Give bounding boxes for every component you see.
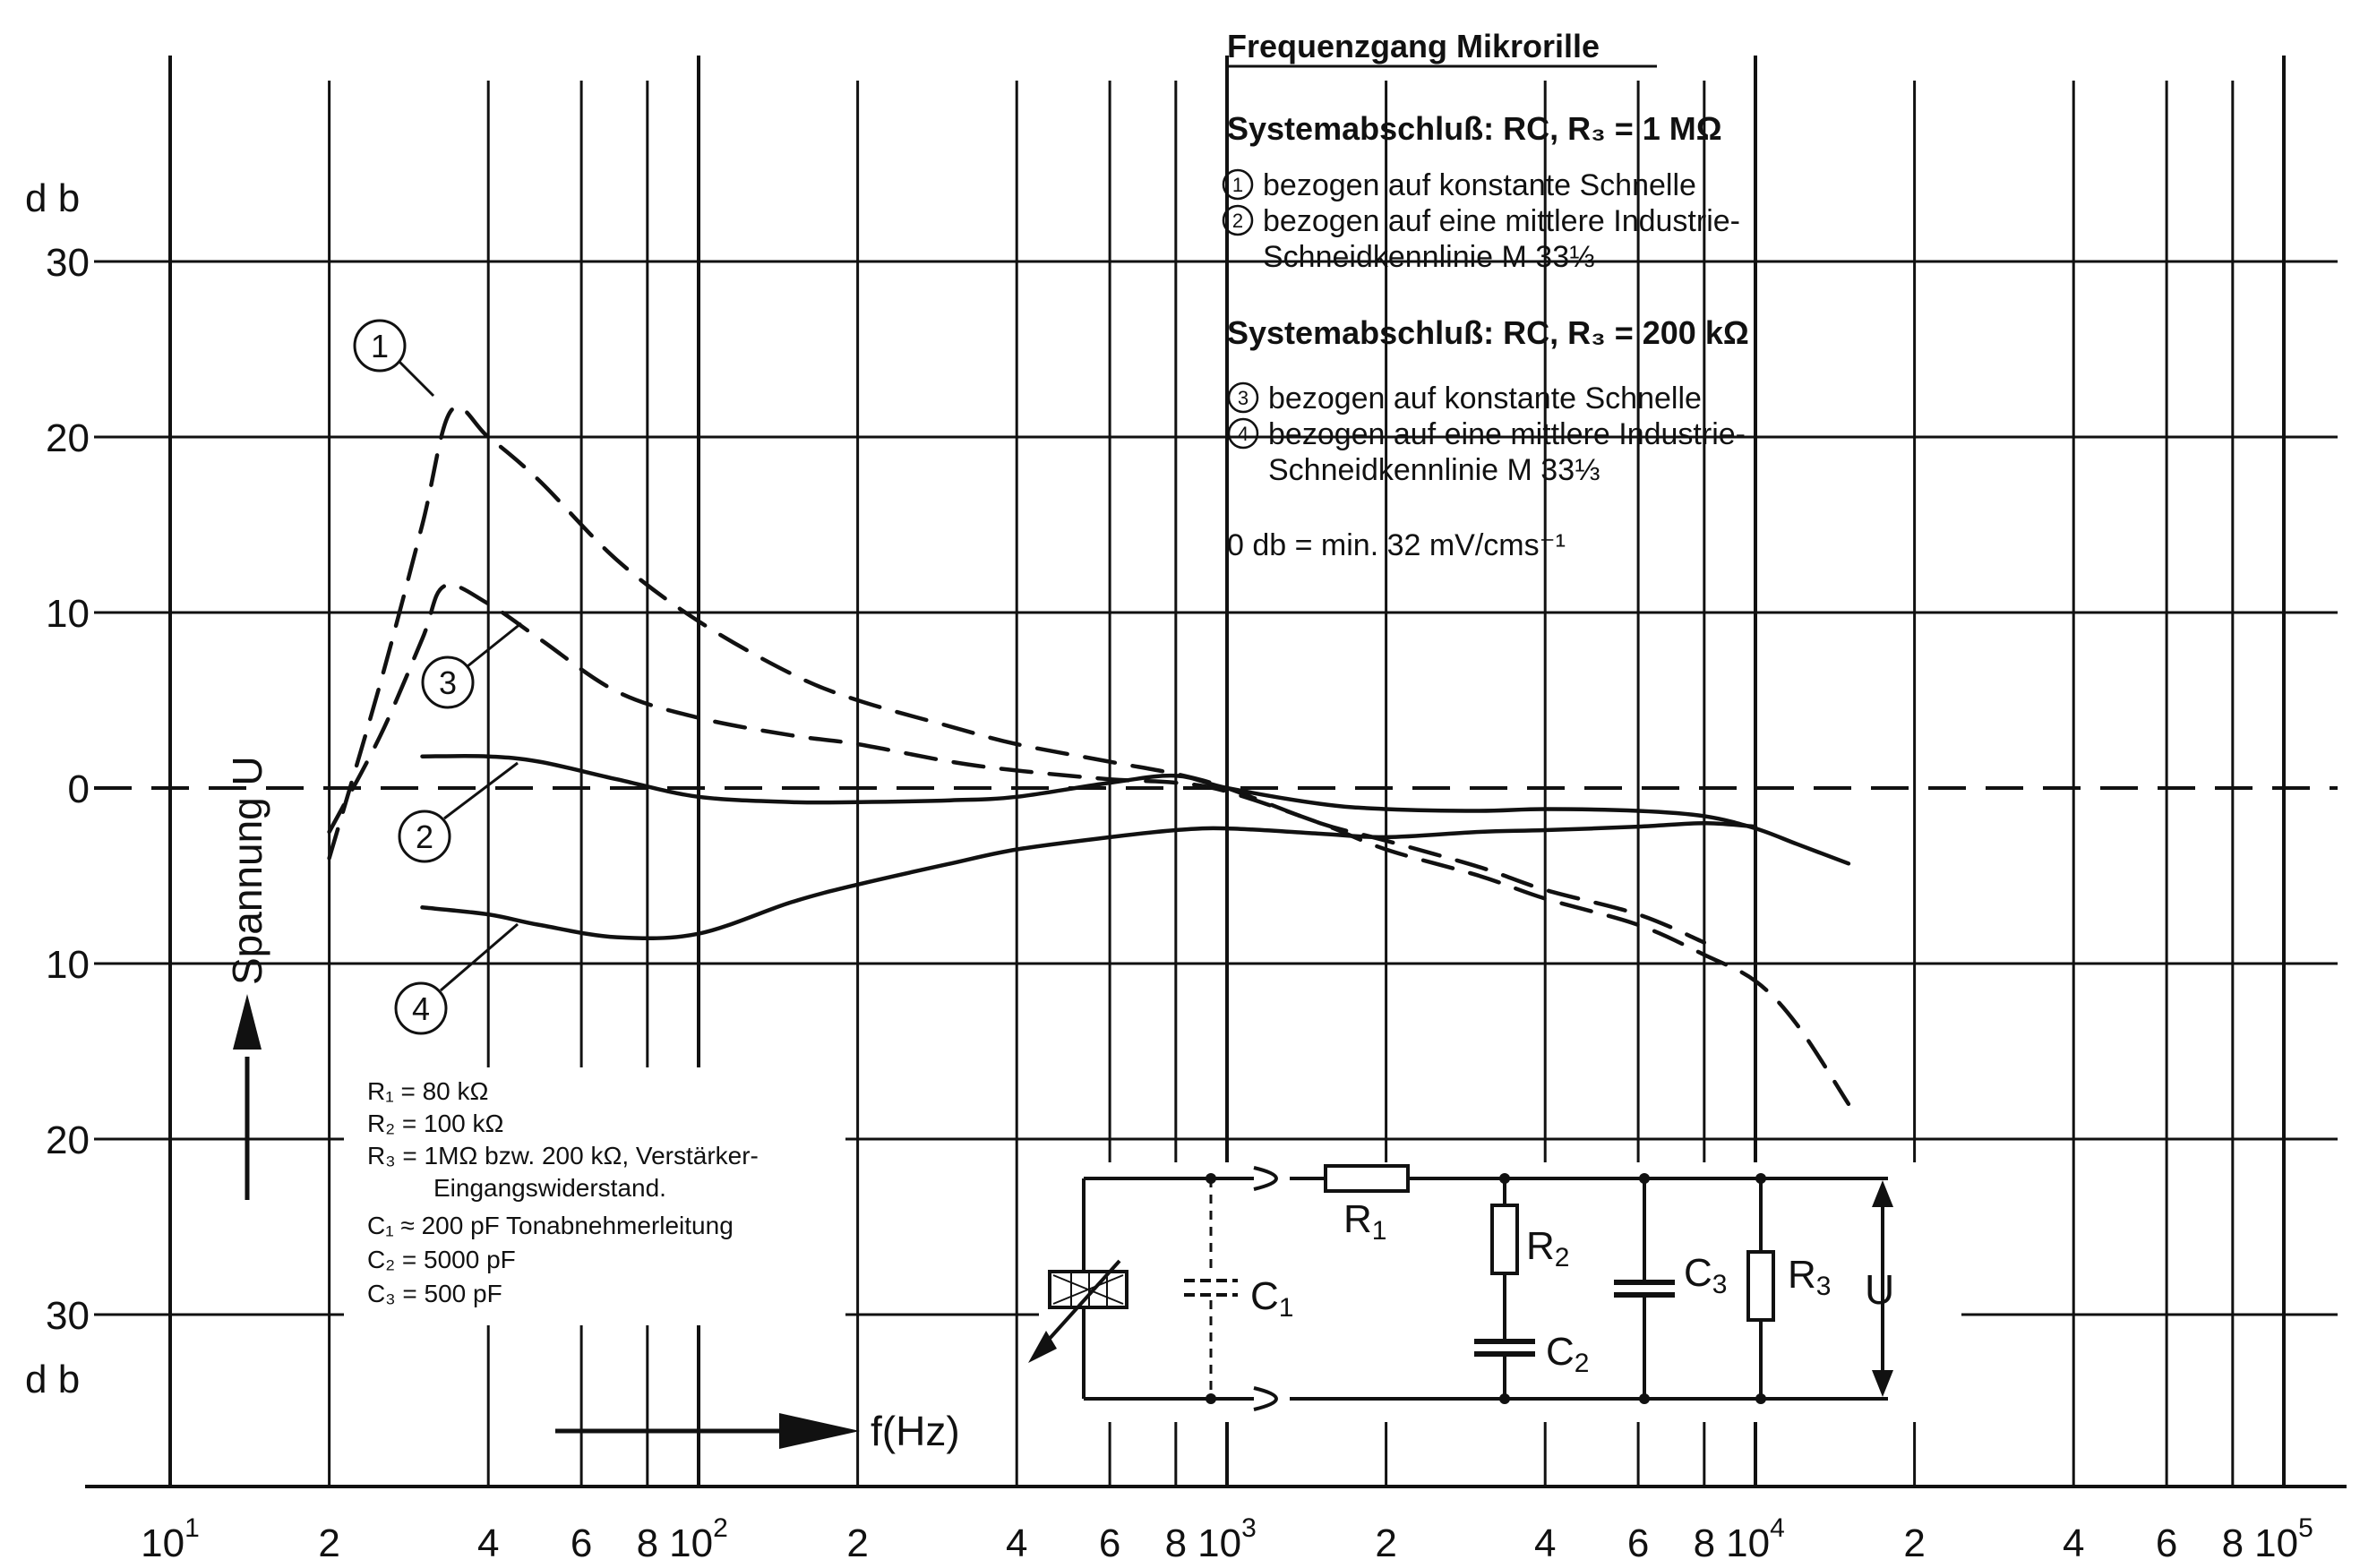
curve-callout-3: 3 (421, 621, 522, 709)
x-tick-label: 4 (477, 1521, 499, 1565)
component-c3: C₃ = 500 pF (367, 1280, 502, 1307)
y-tick-label: 30 (46, 1294, 90, 1338)
y-tick-label: 10 (46, 943, 90, 987)
legend-marker-4: 4 (1238, 423, 1249, 445)
y-tick-label: 30 (46, 241, 90, 285)
circuit-schematic: C1 R1 R2 C2 C3 R3 U (1028, 1162, 1961, 1422)
x-tick-label: 6 (1627, 1521, 1649, 1565)
legend-item-1: bezogen auf konstante Schnelle (1263, 168, 1696, 202)
chart-title: Frequenzgang Mikrorille (1227, 28, 1600, 64)
curve-callout-1: 1 (353, 319, 435, 398)
svg-text:1: 1 (371, 328, 389, 364)
x-tick-labels: 101 2 4 6 8 102 2 4 6 8 103 2 4 6 8 104 2 4 6 8 105 (141, 1513, 2313, 1565)
legend-item-3: bezogen auf konstante Schnelle (1268, 381, 1702, 416)
legend-marker-1: 1 (1232, 174, 1243, 196)
component-r1: R₁ = 80 kΩ (367, 1077, 488, 1105)
x-tick-label: 8 (1165, 1521, 1187, 1565)
legend-item-4-line1: bezogen auf eine mittlere Industrie- (1268, 417, 1746, 451)
resistor-r2 (1490, 1204, 1519, 1275)
component-c2: C₂ = 5000 pF (367, 1246, 516, 1273)
resistor-r3 (1746, 1250, 1775, 1322)
legend: Frequenzgang Mikrorille Systemabschluß: … (1222, 28, 1749, 562)
svg-text:4: 4 (412, 990, 430, 1027)
y-tick-label: 0 (68, 767, 90, 811)
x-tick-label: 104 (1726, 1513, 1785, 1565)
y-tick-label: 20 (46, 1118, 90, 1162)
curves (327, 405, 1851, 1107)
x-tick-label: 8 (2222, 1521, 2244, 1565)
x-tick-label: 6 (1099, 1521, 1120, 1565)
reference-level-note: 0 db = min. 32 mV/cms⁻¹ (1227, 528, 1566, 562)
y-tick-label: 10 (46, 592, 90, 636)
component-r3: R₃ = 1MΩ bzw. 200 kΩ, Verstärker- (367, 1142, 759, 1170)
series-line-2 (420, 754, 1851, 866)
legend-marker-2: 2 (1232, 210, 1243, 232)
x-tick-label: 6 (571, 1521, 592, 1565)
x-tick-label: 102 (669, 1513, 728, 1565)
x-tick-label: 4 (1534, 1521, 1556, 1565)
x-axis-label: f(Hz) (871, 1408, 960, 1454)
x-tick-label: 4 (2063, 1521, 2084, 1565)
legend-heading-1: Systemabschluß: RC, R₃ = 1 MΩ (1227, 110, 1722, 147)
x-tick-label: 4 (1006, 1521, 1027, 1565)
curve-callout-2: 2 (398, 761, 519, 863)
x-tick-label: 101 (141, 1513, 200, 1565)
legend-item-2-line2: Schneidkennlinie M 33⅓ (1263, 240, 1594, 274)
label-r1: R1 (1343, 1197, 1386, 1246)
label-c1: C1 (1250, 1274, 1293, 1323)
svg-text:2: 2 (416, 818, 433, 855)
series-line-4 (420, 820, 1758, 941)
series-line-3 (327, 582, 1851, 1107)
series-line-1 (327, 405, 1707, 945)
label-c2: C2 (1546, 1330, 1589, 1378)
component-r3-note: Eingangswiderstand. (433, 1174, 666, 1202)
curve-callout-4: 4 (394, 922, 519, 1035)
legend-marker-3: 3 (1238, 387, 1249, 409)
y-axis-arrow (233, 994, 262, 1200)
y-unit-bottom: d b (25, 1358, 80, 1401)
x-tick-label: 8 (637, 1521, 658, 1565)
label-u: U (1865, 1266, 1894, 1313)
x-axis-arrow (555, 1413, 860, 1449)
x-tick-label: 105 (2254, 1513, 2313, 1565)
x-tick-label: 6 (2156, 1521, 2177, 1565)
component-c1: C₁ ≈ 200 pF Tonabnehmerleitung (367, 1212, 734, 1239)
x-tick-label: 103 (1197, 1513, 1257, 1565)
legend-item-2-line1: bezogen auf eine mittlere Industrie- (1263, 204, 1740, 238)
component-list: R₁ = 80 kΩ R₂ = 100 kΩ R₃ = 1MΩ bzw. 200… (344, 1067, 845, 1325)
svg-text:3: 3 (439, 664, 457, 701)
x-tick-label: 2 (846, 1521, 868, 1565)
y-tick-labels: 30 20 10 0 10 20 30 (46, 241, 90, 1338)
x-tick-label: 2 (318, 1521, 339, 1565)
label-r3: R3 (1788, 1253, 1831, 1301)
x-tick-label: 2 (1375, 1521, 1396, 1565)
y-unit-top: d b (25, 176, 80, 220)
label-c3: C3 (1684, 1251, 1727, 1299)
label-r2: R2 (1526, 1224, 1569, 1272)
legend-heading-2: Systemabschluß: RC, R₃ = 200 kΩ (1227, 314, 1749, 351)
x-tick-label: 2 (1903, 1521, 1925, 1565)
x-tick-label: 8 (1694, 1521, 1715, 1565)
component-r2: R₂ = 100 kΩ (367, 1110, 503, 1137)
resistor-r1 (1324, 1164, 1410, 1193)
y-axis-label: Spannung U (224, 756, 270, 985)
legend-item-4-line2: Schneidkennlinie M 33⅓ (1268, 453, 1600, 487)
y-tick-label: 20 (46, 416, 90, 460)
